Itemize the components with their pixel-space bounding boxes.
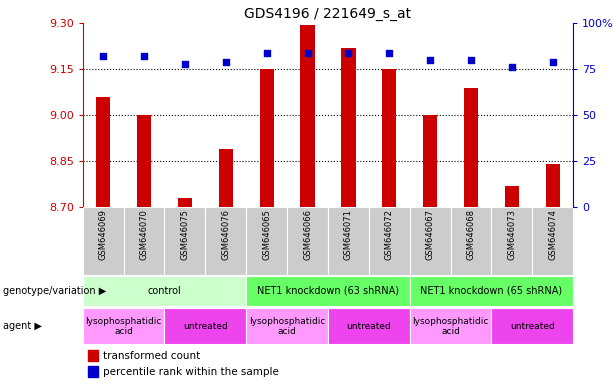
Point [466, 57, 476, 63]
Bar [532, 207, 573, 275]
Bar [328, 308, 409, 344]
Point [507, 64, 517, 70]
Bar [164, 308, 246, 344]
Bar [137, 115, 151, 207]
Text: GSM646066: GSM646066 [303, 209, 312, 260]
Bar [409, 308, 492, 344]
Text: NET1 knockdown (63 shRNA): NET1 knockdown (63 shRNA) [257, 286, 399, 296]
Bar [219, 149, 233, 207]
Point [98, 53, 108, 59]
Bar [88, 366, 99, 377]
Bar [88, 350, 99, 361]
Text: untreated: untreated [510, 322, 555, 331]
Text: untreated: untreated [346, 322, 391, 331]
Bar [178, 198, 192, 207]
Text: GSM646073: GSM646073 [508, 209, 516, 260]
Point [343, 50, 353, 56]
Point [139, 53, 149, 59]
Point [425, 57, 435, 63]
Bar [246, 276, 409, 306]
Bar [96, 97, 110, 207]
Text: lysophosphatidic
acid: lysophosphatidic acid [249, 317, 326, 336]
Text: control: control [148, 286, 181, 296]
Bar [124, 207, 164, 275]
Bar [246, 207, 287, 275]
Bar [287, 207, 328, 275]
Text: GSM646072: GSM646072 [385, 209, 394, 260]
Bar [423, 115, 437, 207]
Text: GSM646065: GSM646065 [262, 209, 271, 260]
Point [180, 61, 190, 67]
Bar [164, 207, 205, 275]
Text: GSM646071: GSM646071 [344, 209, 353, 260]
Title: GDS4196 / 221649_s_at: GDS4196 / 221649_s_at [245, 7, 411, 21]
Bar [409, 276, 573, 306]
Bar [83, 308, 164, 344]
Point [221, 59, 230, 65]
Bar [492, 308, 573, 344]
Text: GSM646074: GSM646074 [548, 209, 557, 260]
Text: GSM646075: GSM646075 [180, 209, 189, 260]
Bar [492, 207, 532, 275]
Bar [382, 69, 397, 207]
Bar [464, 88, 478, 207]
Bar [409, 207, 451, 275]
Bar [83, 276, 246, 306]
Point [548, 59, 558, 65]
Text: percentile rank within the sample: percentile rank within the sample [104, 367, 280, 377]
Bar [300, 25, 314, 207]
Bar [205, 207, 246, 275]
Bar [451, 207, 492, 275]
Bar [546, 164, 560, 207]
Bar [246, 308, 328, 344]
Text: GSM646067: GSM646067 [425, 209, 435, 260]
Text: GSM646069: GSM646069 [99, 209, 108, 260]
Text: transformed count: transformed count [104, 351, 200, 361]
Bar [328, 207, 369, 275]
Bar [369, 207, 409, 275]
Text: GSM646070: GSM646070 [140, 209, 148, 260]
Text: untreated: untreated [183, 322, 228, 331]
Text: genotype/variation ▶: genotype/variation ▶ [3, 286, 106, 296]
Text: lysophosphatidic
acid: lysophosphatidic acid [85, 317, 162, 336]
Text: lysophosphatidic
acid: lysophosphatidic acid [413, 317, 489, 336]
Point [262, 50, 272, 56]
Bar [259, 69, 274, 207]
Text: GSM646068: GSM646068 [466, 209, 476, 260]
Bar [504, 186, 519, 207]
Bar [83, 207, 124, 275]
Point [384, 50, 394, 56]
Text: agent ▶: agent ▶ [3, 321, 42, 331]
Point [303, 50, 313, 56]
Text: NET1 knockdown (65 shRNA): NET1 knockdown (65 shRNA) [421, 286, 563, 296]
Bar [341, 48, 356, 207]
Text: GSM646076: GSM646076 [221, 209, 230, 260]
